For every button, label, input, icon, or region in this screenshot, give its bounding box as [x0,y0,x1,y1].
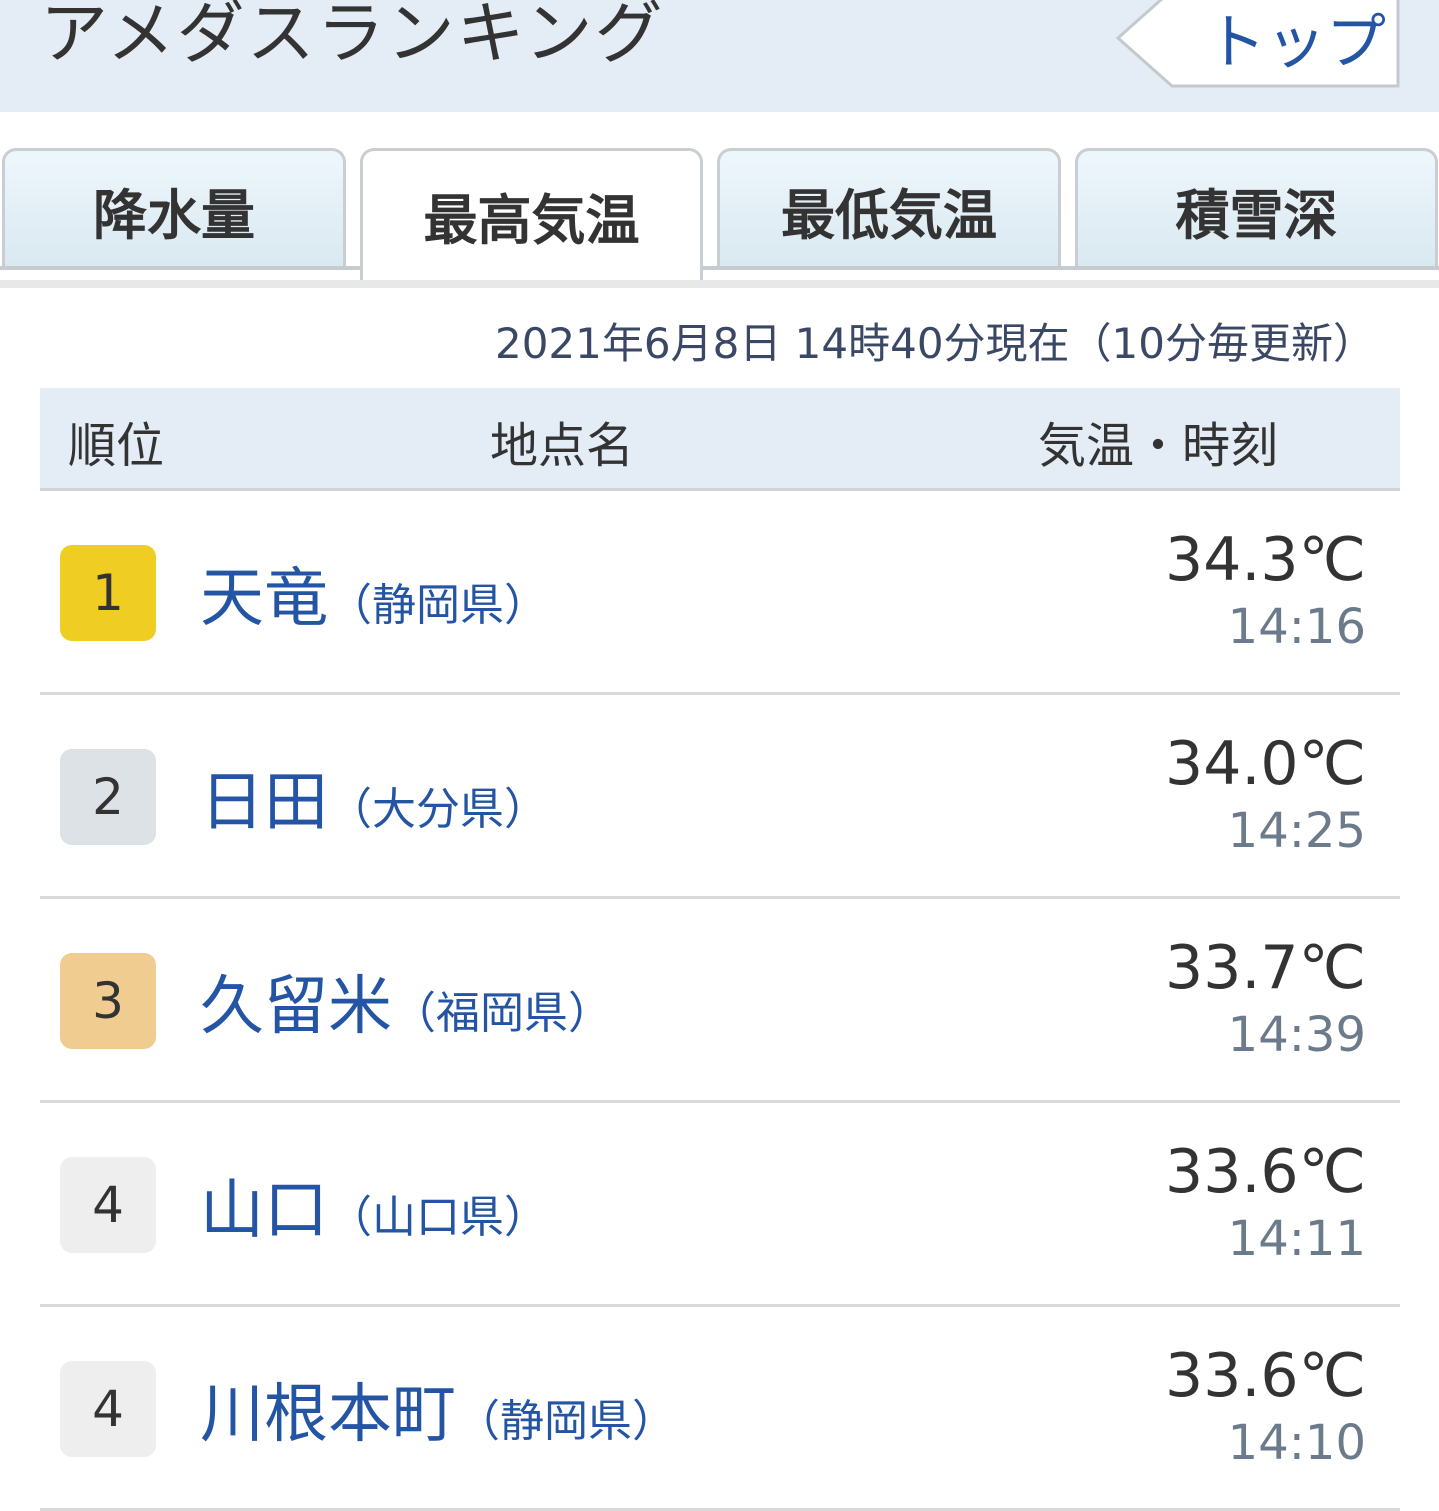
tab-bar: 降水量 最高気温 最低気温 積雪深 [0,148,1439,288]
header-place: 地点名 [490,418,635,474]
observation-time: 14:16 [1227,599,1366,655]
station-link[interactable]: 川根本町（静岡県） [200,1363,676,1455]
ranking-row[interactable]: 4 川根本町（静岡県） 33.6℃ 14:10 [40,1307,1400,1511]
page-title: アメダスランキング [40,0,665,74]
tab-min-temperature[interactable]: 最低気温 [717,148,1061,270]
tab-bottom-border [0,280,1439,288]
tab-max-temperature[interactable]: 最高気温 [360,148,703,280]
station-name: 久留米 [200,970,392,1044]
temperature: 34.0℃ [1165,729,1366,799]
rank-badge: 1 [60,545,156,641]
header-rank: 順位 [68,418,165,474]
station-link[interactable]: 久留米（福岡県） [200,955,612,1047]
observation-time: 14:39 [1227,1007,1366,1063]
rank-badge: 4 [60,1361,156,1457]
prefecture: （静岡県） [456,1396,676,1447]
tab-precipitation[interactable]: 降水量 [2,148,346,270]
station-link[interactable]: 天竜（静岡県） [200,547,548,639]
ranking-row[interactable]: 2 日田（大分県） 34.0℃ 14:25 [40,695,1400,899]
ranking-row[interactable]: 4 山口（山口県） 33.6℃ 14:11 [40,1103,1400,1307]
temperature: 33.6℃ [1165,1341,1366,1411]
station-name: 山口 [200,1174,328,1248]
station-name: 川根本町 [200,1378,456,1452]
rank-badge: 4 [60,1157,156,1253]
prefecture: （福岡県） [392,988,612,1039]
rank-badge: 3 [60,953,156,1049]
update-timestamp: 2021年6月8日 14時40分現在（10分毎更新） [494,319,1375,368]
ranking-row[interactable]: 1 天竜（静岡県） 34.3℃ 14:16 [40,491,1400,695]
observation-time: 14:10 [1227,1415,1366,1471]
header: アメダスランキング トップ [0,0,1439,112]
station-link[interactable]: 日田（大分県） [200,751,548,843]
top-button[interactable]: トップ [1116,0,1400,88]
station-name: 日田 [200,766,328,840]
tab-divider [703,266,1439,270]
header-temp-time: 気温・時刻 [1038,418,1279,474]
ranking-row[interactable]: 3 久留米（福岡県） 33.7℃ 14:39 [40,899,1400,1103]
observation-time: 14:11 [1227,1211,1366,1267]
station-name: 天竜 [200,562,328,636]
observation-time: 14:25 [1227,803,1366,859]
prefecture: （山口県） [328,1192,548,1243]
tab-snow-depth[interactable]: 積雪深 [1075,148,1438,270]
prefecture: （静岡県） [328,580,548,631]
back-arrow-shape-icon [1116,0,1400,88]
top-button-label: トップ [1206,8,1386,78]
station-link[interactable]: 山口（山口県） [200,1159,548,1251]
table-header: 順位 地点名 気温・時刻 [40,388,1400,491]
rank-badge: 2 [60,749,156,845]
tab-divider [0,266,360,270]
temperature: 33.7℃ [1165,933,1366,1003]
temperature: 34.3℃ [1165,525,1366,595]
prefecture: （大分県） [328,784,548,835]
temperature: 33.6℃ [1165,1137,1366,1207]
